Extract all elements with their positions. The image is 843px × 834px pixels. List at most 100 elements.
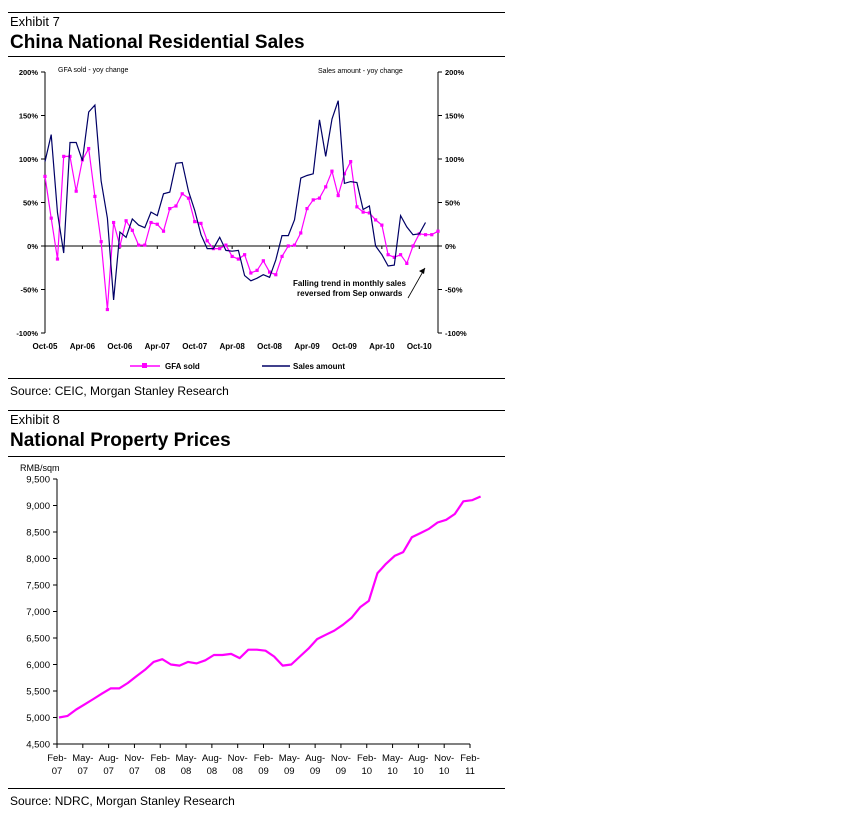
gfa-sold-point <box>436 229 440 233</box>
exhibit7-title: China National Residential Sales <box>10 32 305 53</box>
gfa-sold-point <box>87 146 91 151</box>
gfa-sold-point <box>186 196 191 200</box>
left-y-tick-label: 200% <box>19 68 39 77</box>
exhibit7-title-rule <box>8 56 505 57</box>
right-y-tick-label: -50% <box>445 286 463 295</box>
x-tick-label-year: 08 <box>181 766 192 777</box>
gfa-sold-point <box>161 229 166 233</box>
x-tick-label: Apr-10 <box>369 342 395 351</box>
gfa-sold-point <box>43 174 47 178</box>
x-tick-label-month: Nov- <box>228 753 248 764</box>
exhibit8-source: Source: NDRC, Morgan Stanley Research <box>10 794 235 808</box>
x-tick-label-month: May- <box>279 753 300 764</box>
gfa-sold-point <box>286 244 290 248</box>
y-tick-label: 6,000 <box>26 660 50 671</box>
x-tick-label-month: May- <box>72 753 93 764</box>
gfa-sold-point <box>299 231 303 235</box>
gfa-sold-point <box>230 254 234 259</box>
x-tick-label: Oct-08 <box>257 342 282 351</box>
x-tick-label-month: Aug- <box>408 753 428 764</box>
left-y-tick-label: 50% <box>23 199 38 208</box>
right-y-tick-label: 200% <box>445 68 465 77</box>
left-y-tick-label: 100% <box>19 155 39 164</box>
x-tick-label-year: 08 <box>232 766 243 777</box>
gfa-sold-point <box>62 154 66 158</box>
gfa-sold-point <box>105 307 109 312</box>
x-tick-label: Apr-08 <box>219 342 245 351</box>
annotation-line1: Falling trend in monthly sales <box>293 279 406 288</box>
x-tick-label-year: 07 <box>103 766 114 777</box>
x-tick-label-year: 10 <box>387 766 398 777</box>
gfa-sold-point <box>317 196 322 200</box>
exhibit7-source: Source: CEIC, Morgan Stanley Research <box>10 384 229 398</box>
x-tick-label-year: 10 <box>413 766 424 777</box>
gfa-sold-point <box>136 243 141 247</box>
x-tick-label-month: Nov- <box>434 753 454 764</box>
gfa-sold-point <box>374 218 378 222</box>
gfa-sold-point <box>112 220 116 225</box>
x-tick-label-year: 09 <box>258 766 269 777</box>
gfa-legend-marker <box>142 363 147 368</box>
exhibit8-title-rule <box>8 456 505 457</box>
gfa-sold-point <box>224 243 228 247</box>
top-rule <box>8 12 505 13</box>
x-tick-label-month: Feb- <box>357 753 377 764</box>
x-tick-label: Oct-07 <box>182 342 207 351</box>
gfa-sold-point <box>243 253 247 257</box>
x-tick-label-month: Nov- <box>124 753 144 764</box>
right-y-tick-label: -100% <box>445 329 467 338</box>
gfa-sold-point <box>380 223 384 227</box>
x-tick-label: Oct-06 <box>107 342 132 351</box>
gfa-sold-point <box>361 210 365 214</box>
x-tick-label: Oct-10 <box>407 342 432 351</box>
gfa-sold-point <box>324 185 328 189</box>
x-tick-label-month: Aug- <box>99 753 119 764</box>
gfa-sold-point <box>49 216 53 220</box>
gfa-sold-point <box>99 240 103 244</box>
y-tick-label: 4,500 <box>26 740 50 751</box>
x-tick-label-month: Feb- <box>150 753 170 764</box>
gfa-sold-point <box>55 257 60 261</box>
x-tick-label-year: 07 <box>52 766 63 777</box>
y-tick-label: 7,500 <box>26 581 50 592</box>
x-tick-label: Apr-06 <box>70 342 96 351</box>
exhibit7-bottom-rule <box>8 378 505 379</box>
gfa-axis-title: GFA sold - yoy change <box>58 67 129 74</box>
x-tick-label-month: Feb- <box>460 753 480 764</box>
left-y-tick-label: 150% <box>19 112 39 121</box>
gfa-sold-point <box>168 206 172 211</box>
y-tick-label: 9,000 <box>26 501 50 512</box>
sales-legend-label: Sales amount <box>293 362 345 371</box>
gfa-sold-point <box>386 253 390 257</box>
gfa-sold-point <box>74 189 78 193</box>
annotation-arrowhead <box>419 268 425 274</box>
gfa-sold-point <box>261 259 265 263</box>
gfa-sold-point <box>305 206 309 211</box>
gfa-sold-point <box>218 247 222 251</box>
gfa-sold-point <box>149 220 153 225</box>
y-tick-label: 5,500 <box>26 687 50 698</box>
gfa-sold-point <box>199 221 203 225</box>
gfa-sold-point <box>143 243 147 247</box>
y-tick-label: 5,000 <box>26 713 50 724</box>
gfa-sold-point <box>236 257 240 261</box>
right-y-tick-label: 50% <box>445 199 460 208</box>
gfa-sold-point <box>411 244 415 248</box>
left-y-tick-label: -50% <box>20 286 38 295</box>
gfa-sold-point <box>330 169 334 173</box>
gfa-sold-point <box>193 220 197 224</box>
gfa-sold-point <box>349 160 353 164</box>
price-axis-unit: RMB/sqm <box>20 463 60 473</box>
gfa-sold-point <box>342 172 347 176</box>
gfa-sold-point <box>174 204 178 208</box>
x-tick-label: Oct-09 <box>332 342 357 351</box>
exhibit8-bottom-rule <box>8 788 505 789</box>
annotation-line2: reversed from Sep onwards <box>297 289 403 298</box>
exhibit8-label: Exhibit 8 <box>10 412 60 427</box>
gfa-sold-point <box>155 222 159 226</box>
gfa-sold-point <box>205 239 209 243</box>
gfa-sold-point <box>267 270 272 274</box>
x-tick-label-year: 10 <box>439 766 450 777</box>
x-tick-label-month: Aug- <box>305 753 325 764</box>
annotation-arrow <box>407 267 426 299</box>
